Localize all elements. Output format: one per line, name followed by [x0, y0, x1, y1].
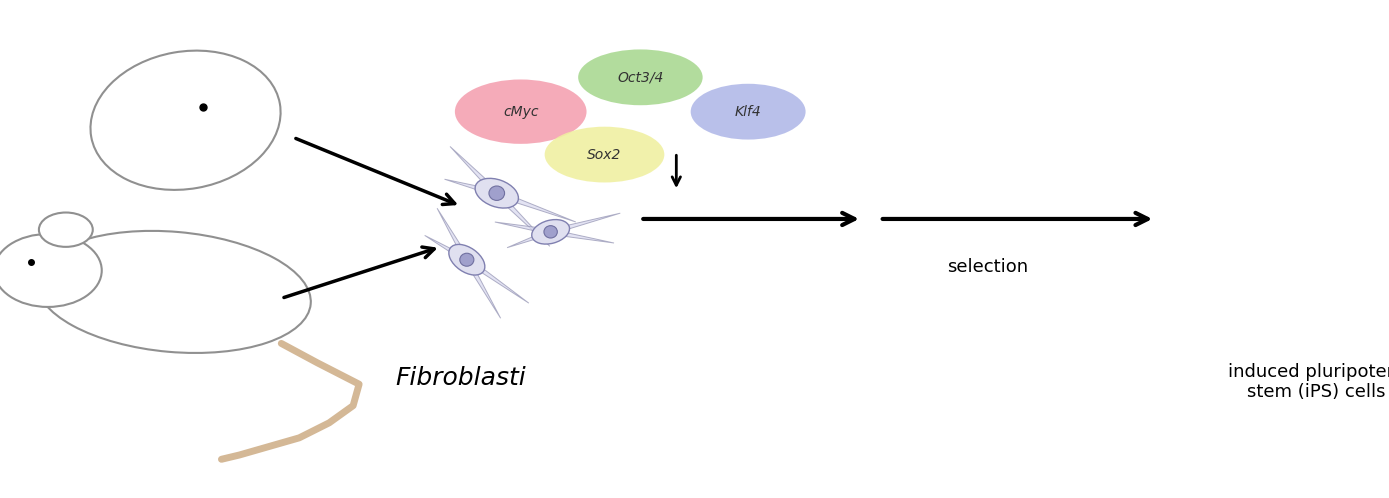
Ellipse shape — [1304, 165, 1389, 213]
Text: Klf4: Klf4 — [735, 105, 761, 119]
Ellipse shape — [0, 234, 101, 307]
Ellipse shape — [449, 245, 485, 275]
Text: cMyc: cMyc — [503, 105, 539, 119]
Text: Sox2: Sox2 — [588, 147, 622, 161]
Ellipse shape — [544, 226, 557, 238]
Ellipse shape — [1347, 123, 1389, 161]
Ellipse shape — [460, 253, 474, 266]
Ellipse shape — [1220, 128, 1389, 181]
Ellipse shape — [39, 213, 93, 247]
Polygon shape — [444, 179, 497, 196]
Text: induced pluripotent
stem (iPS) cells: induced pluripotent stem (iPS) cells — [1228, 363, 1389, 401]
Polygon shape — [550, 229, 614, 243]
Ellipse shape — [1242, 134, 1367, 175]
Polygon shape — [507, 230, 551, 248]
Polygon shape — [464, 258, 500, 318]
Ellipse shape — [532, 220, 569, 244]
Ellipse shape — [1325, 171, 1389, 207]
Text: selection: selection — [947, 257, 1028, 275]
Ellipse shape — [544, 126, 664, 182]
Polygon shape — [494, 222, 551, 235]
Polygon shape — [465, 257, 529, 303]
Ellipse shape — [1325, 117, 1389, 166]
Polygon shape — [425, 236, 468, 262]
Polygon shape — [438, 208, 469, 261]
Text: Fibroblasti: Fibroblasti — [396, 366, 526, 390]
Ellipse shape — [578, 49, 703, 105]
Ellipse shape — [90, 51, 281, 190]
Ellipse shape — [36, 231, 311, 353]
Ellipse shape — [690, 84, 806, 139]
Polygon shape — [496, 190, 576, 222]
Polygon shape — [550, 213, 621, 235]
Ellipse shape — [454, 80, 586, 144]
Ellipse shape — [489, 186, 504, 200]
Text: Oct3/4: Oct3/4 — [617, 70, 664, 84]
Polygon shape — [450, 146, 499, 195]
Ellipse shape — [475, 178, 518, 208]
Polygon shape — [494, 191, 550, 247]
